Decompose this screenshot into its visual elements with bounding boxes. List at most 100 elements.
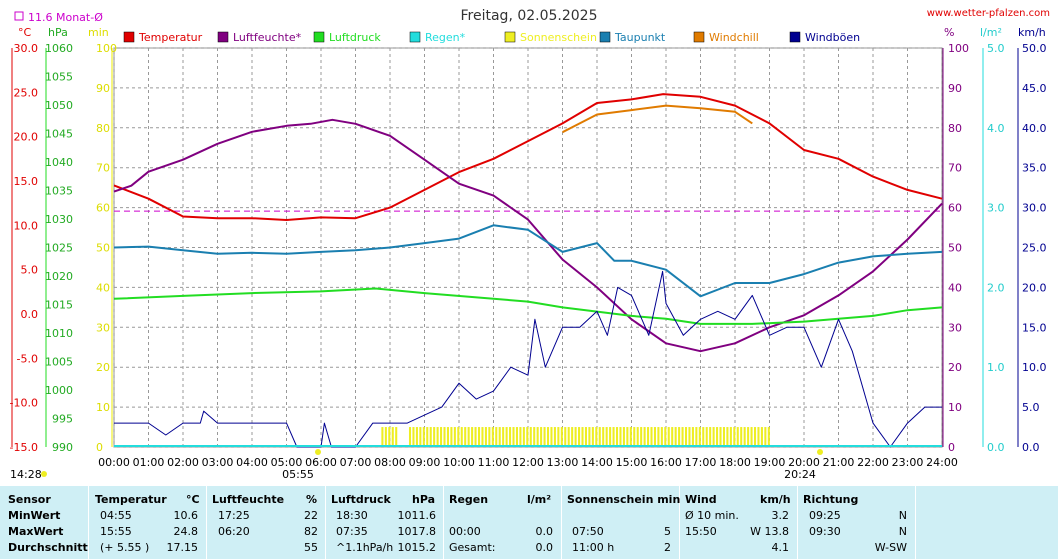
x-tick-label: 04:00 — [236, 456, 268, 469]
table-cell-r_val: 0.0 — [535, 525, 554, 538]
sunshine-bar — [391, 427, 394, 447]
sunshine-bar — [560, 427, 563, 447]
col-rain: Regen — [449, 493, 489, 506]
x-tick-label: 11:00 — [478, 456, 510, 469]
pressure-tick-label: 1030 — [45, 213, 73, 226]
x-tick-label: 16:00 — [650, 456, 682, 469]
sunshine-bar — [736, 427, 739, 447]
temp-tick-label: 5.0 — [21, 264, 39, 277]
sunshine-bar — [650, 427, 653, 447]
sunshine-bar — [515, 427, 518, 447]
wind-tick-label: 5.0 — [1022, 401, 1040, 414]
sunshine-tick-label: 70 — [96, 162, 110, 175]
humidity-tick-label: 90 — [948, 82, 962, 95]
x-tick-label: 14:00 — [581, 456, 613, 469]
x-tick-label: 18:00 — [719, 456, 751, 469]
sunshine-bar — [688, 427, 691, 447]
table-cell-s_val: 2 — [664, 541, 671, 554]
legend-swatch — [693, 31, 705, 43]
table-cell-t_time: 15:55 — [100, 525, 132, 538]
series-line-luftfeuchte — [113, 118, 943, 353]
sunshine-bar — [653, 427, 656, 447]
sunshine-bar — [722, 427, 725, 447]
sunshine-bar — [412, 427, 415, 447]
table-cell-p_time: ^1.1hPa/h — [336, 541, 394, 554]
sunshine-bar — [505, 427, 508, 447]
sunshine-bar — [664, 427, 667, 447]
table-cell-d_val: N — [898, 525, 907, 538]
table-cell-w_time: Ø 10 min. — [685, 509, 739, 522]
unit-humidity: % — [944, 26, 954, 39]
table-cell-t_val: 10.6 — [173, 509, 199, 522]
sunset-label: 20:24 — [784, 468, 816, 481]
table-cell-t_val: 17.15 — [166, 541, 199, 554]
temp-tick-label: 20.0 — [14, 131, 39, 144]
col-humidity-unit: % — [306, 493, 318, 506]
sunshine-bar — [498, 427, 501, 447]
x-tick-label: 01:00 — [133, 456, 165, 469]
sunshine-bar — [502, 427, 505, 447]
table-cell-p_val: 1015.2 — [397, 541, 437, 554]
sunshine-bar — [415, 427, 418, 447]
x-tick-label: 19:00 — [754, 456, 786, 469]
table-cell-p_time: 18:30 — [336, 509, 368, 522]
sunshine-bar — [709, 427, 712, 447]
table-cell-label: MinWert — [8, 509, 61, 522]
sunshine-bar — [615, 427, 619, 447]
sunshine-bar — [671, 427, 674, 447]
sunshine-bar — [522, 427, 525, 447]
sunshine-bar — [698, 427, 701, 447]
temp-tick-label: 0.0 — [21, 308, 39, 321]
sunshine-bar — [467, 427, 470, 447]
sunshine-bar — [529, 427, 532, 447]
sunshine-bar — [419, 427, 422, 447]
sunshine-bar — [526, 427, 529, 447]
col-wind: Wind — [685, 493, 717, 506]
table-cell-d_time: 09:30 — [809, 525, 841, 538]
x-tick-label: 20:00 — [788, 456, 820, 469]
sunshine-bar — [584, 427, 587, 447]
sunshine-bar — [716, 427, 719, 447]
sunshine-bar — [609, 427, 612, 447]
table-cell-t_time: (+ 5.55 ) — [100, 541, 150, 554]
sunshine-bar — [460, 427, 463, 447]
sunshine-bar — [712, 427, 715, 447]
humidity-tick-label: 10 — [948, 401, 962, 414]
sunshine-bar — [388, 427, 391, 447]
sunshine-bar — [550, 427, 553, 447]
legend-label: Luftfeuchte* — [233, 31, 302, 44]
table-cell-p_val: 1011.6 — [397, 509, 437, 522]
sunshine-tick-label: 90 — [96, 82, 110, 95]
humidity-tick-label: 30 — [948, 321, 962, 334]
pressure-tick-label: 1025 — [45, 242, 73, 255]
sunshine-bar — [471, 427, 474, 447]
x-tick-label: 08:00 — [374, 456, 406, 469]
monthly-avg-label: 11.6 Monat-Ø — [28, 11, 103, 24]
sunshine-bar — [598, 427, 601, 447]
sunshine-bar — [567, 427, 570, 447]
stats-table — [0, 486, 1058, 559]
table-cell-d_val: N — [898, 509, 907, 522]
legend-swatch — [313, 31, 325, 43]
sunset-icon — [817, 449, 823, 455]
table-cell-r_time: Gesamt: — [449, 541, 496, 554]
sunshine-bar — [647, 427, 650, 447]
sunrise-label: 05:55 — [282, 468, 314, 481]
pressure-tick-label: 1000 — [45, 384, 73, 397]
sunshine-tick-label: 20 — [96, 361, 110, 374]
sunshine-bar — [681, 427, 684, 447]
sunshine-bar — [660, 427, 663, 447]
wind-tick-label: 40.0 — [1022, 122, 1047, 135]
sunshine-bar — [553, 427, 556, 447]
sunshine-bar — [578, 427, 581, 447]
sunshine-bar — [612, 427, 615, 447]
sunshine-bar — [581, 427, 584, 447]
wind-tick-label: 0.0 — [1022, 441, 1040, 454]
series-line-temperatur — [113, 93, 943, 221]
sunshine-bar — [757, 427, 760, 447]
wind-tick-label: 45.0 — [1022, 82, 1047, 95]
humidity-tick-label: 0 — [948, 441, 955, 454]
x-tick-label: 24:00 — [926, 456, 958, 469]
sunshine-bar — [605, 427, 608, 447]
sunshine-bar — [540, 427, 543, 447]
